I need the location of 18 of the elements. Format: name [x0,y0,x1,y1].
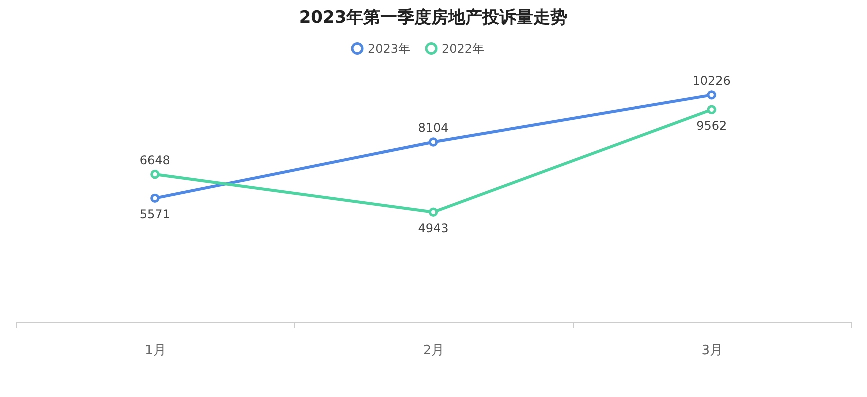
point [428,138,438,147]
point [150,170,160,180]
legend-label: 2022年 [442,42,485,56]
legend-label: 2023年 [368,42,411,56]
chart-title: 2023年第一季度房地产投诉量走势 [299,8,568,28]
data-label: 6648 [140,154,170,168]
data-label: 5571 [140,207,170,222]
data-label: 8104 [418,121,449,136]
data-label: 4943 [418,221,449,236]
point [707,105,716,114]
point [428,208,438,217]
x-tick-label: 3月 [702,344,723,358]
data-label: 9562 [696,118,728,133]
point [150,194,160,204]
x-tick-label: 2月 [423,344,445,358]
x-tick-label: 1月 [145,344,166,358]
point [707,90,716,100]
data-label: 10226 [692,74,731,88]
